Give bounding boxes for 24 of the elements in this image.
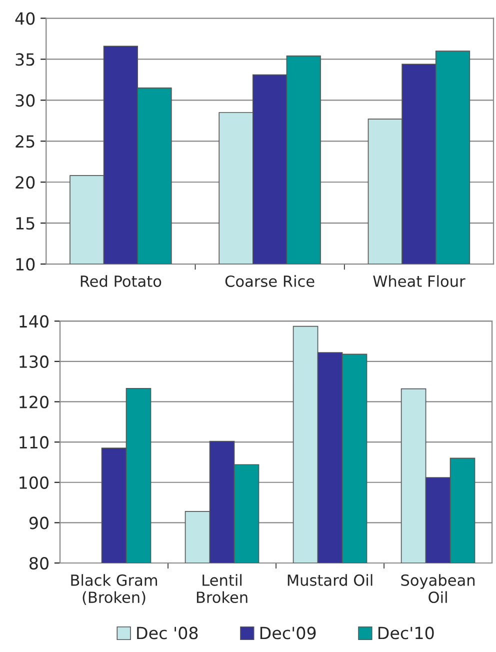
y-tick-label: 120	[20, 396, 48, 408]
x-tick-label: Mustard Oil	[288, 574, 372, 586]
y-tick-label: 40	[15, 12, 35, 25]
legend-label: Dec '08	[137, 626, 198, 640]
x-tick-label: Lentil Broken	[196, 574, 248, 604]
x-tick-label: Black Gram (Broken)	[71, 574, 157, 605]
legend-label: Dec'10	[378, 626, 434, 640]
y-tick-label: 20	[16, 176, 35, 189]
y-tick-label: 25	[16, 135, 34, 148]
y-tick-label: 90	[29, 516, 48, 530]
y-tick-label: 15	[16, 217, 34, 230]
y-tick-label: 80	[30, 556, 48, 570]
x-tick-label: Soyabean Oil	[401, 574, 475, 604]
x-tick-label: Coarse Rice	[225, 275, 314, 287]
x-tick-label: Wheat Flour	[373, 275, 466, 287]
y-tick-label: 35	[16, 53, 34, 66]
y-tick-label: 110	[20, 436, 48, 449]
legend-label: Dec'09	[260, 626, 316, 640]
x-tick-label: Red Potato	[80, 275, 162, 287]
y-tick-label: 30	[16, 94, 35, 107]
y-tick-label: 140	[20, 315, 48, 328]
y-tick-label: 10	[16, 258, 35, 271]
y-tick-label: 100	[20, 476, 48, 489]
y-tick-label: 130	[20, 355, 48, 368]
